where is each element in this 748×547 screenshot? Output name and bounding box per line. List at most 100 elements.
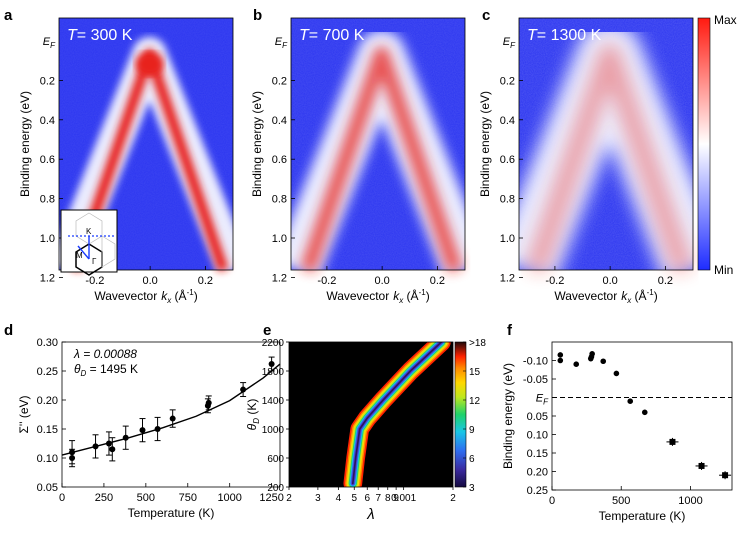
x-tick-label: 0.0: [374, 275, 389, 287]
temperature-value: = 700 K: [309, 27, 365, 44]
x-unit-exponent: -1: [419, 288, 427, 297]
data-point: [627, 398, 634, 405]
data-point: [154, 426, 161, 432]
ef-symbol: E: [503, 36, 511, 48]
data-point: [669, 438, 676, 445]
y-tick-label: 1.2: [500, 272, 515, 284]
x-tick-label: 500: [612, 495, 630, 507]
y-tick-label: 600: [267, 454, 284, 465]
data-point: [268, 361, 275, 368]
colorbar-tick-label: 15: [469, 367, 481, 378]
fermi-level-tick: EF: [536, 393, 549, 407]
y-tick-label: 0.6: [500, 154, 515, 166]
y-tick-label: 0.6: [40, 154, 55, 166]
x-tick-label: 0.0: [142, 275, 157, 287]
temperature-symbol: T: [299, 27, 310, 44]
colorbar-tick-label: >18: [469, 338, 486, 349]
x-tick-label: 7: [375, 493, 381, 504]
x-tick-label: -0.2: [545, 275, 564, 287]
y-axis-label: Σ'' (eV): [17, 395, 31, 433]
y-tick-label: 1400: [262, 396, 285, 407]
x-unit-close: ): [426, 289, 430, 303]
inset-k-label: K: [86, 227, 92, 236]
x-tick-label: 8: [385, 493, 391, 504]
y-tick-label: -0.05: [523, 374, 548, 386]
colorbar-tick-label: 3: [469, 483, 475, 494]
ef-subscript: F: [510, 41, 516, 50]
temperature-label: T= 1300 K: [527, 27, 602, 44]
y-tick-label: 1800: [262, 367, 285, 378]
y-axis-label: Binding energy (eV): [478, 91, 492, 197]
y-tick-label: 0.05: [527, 411, 548, 423]
panel-letter-a: a: [4, 7, 13, 24]
x-tick-label: -0.2: [85, 275, 104, 287]
temperature-label: T= 300 K: [67, 27, 133, 44]
x-tick-label: 9: [393, 493, 399, 504]
colorbar-max-label: Max: [714, 13, 737, 27]
y-tick-label: 0.20: [37, 395, 58, 407]
data-point: [69, 455, 76, 461]
inset-gamma-label: Γ: [92, 257, 97, 266]
map-colorbar: [454, 341, 467, 488]
k-symbol: k: [621, 289, 628, 303]
y-tick-label: 1.0: [272, 233, 287, 245]
y-tick-label: 1.2: [40, 272, 55, 284]
x-axis-label: Wavevector kx (Å-1): [326, 288, 429, 305]
x-tick-label: 0.001: [391, 493, 416, 504]
colorbar-tick-label: 6: [469, 454, 475, 465]
y-tick-label: 0.4: [40, 115, 55, 127]
y-tick-label: 1.0: [40, 233, 55, 245]
y-axis-label: Binding energy (eV): [250, 91, 264, 197]
x-unit-close: ): [654, 289, 658, 303]
y-tick-label: 1.2: [272, 272, 287, 284]
x-tick-label: 0: [59, 492, 65, 504]
y-tick-label: 0.15: [37, 424, 58, 436]
y-tick-label: 0.10: [527, 430, 548, 442]
panel-letter-d: d: [4, 322, 13, 339]
theta-annotation: θD = 1495 K: [74, 362, 138, 378]
y-tick-label: 0.4: [272, 115, 287, 127]
band-apex: [135, 52, 164, 76]
y-axis-label: Binding energy (eV): [501, 363, 515, 469]
brillouin-zone-inset: K M Γ: [60, 209, 118, 276]
data-point: [573, 361, 580, 368]
theta-value: = 1495 K: [86, 362, 138, 376]
k-subscript: x: [626, 296, 632, 305]
y-tick-label: 200: [267, 483, 284, 494]
x-unit: (Å: [631, 288, 646, 303]
x-unit-exponent: -1: [187, 288, 195, 297]
colorbar-min-label: Min: [714, 263, 733, 277]
temperature-symbol: T: [527, 27, 538, 44]
arpes-panel-a: T= 300 K -0.2 0.0 0.2 0.2 0.4 0.6 0.8 1.0 1.2 EF Bi…: [18, 17, 251, 305]
data-point: [722, 472, 729, 479]
x-axis-label: Temperature (K): [599, 509, 686, 523]
ef-symbol: E: [536, 393, 544, 405]
x-unit: (Å: [403, 288, 418, 303]
temperature-value: = 1300 K: [537, 27, 602, 44]
x-tick-label: 6: [364, 493, 370, 504]
panel-letter-c: c: [482, 7, 490, 24]
x-tick-label: 4: [336, 493, 342, 504]
data-point: [698, 462, 705, 469]
y-tick-label: 0.6: [272, 154, 287, 166]
x-axis-word: Wavevector: [326, 289, 389, 303]
x-axis-label: Temperature (K): [128, 506, 215, 520]
arpes-colorbar: Max Min: [697, 13, 737, 277]
data-point: [105, 440, 112, 447]
temperature-symbol: T: [67, 27, 78, 44]
k-subscript: x: [166, 296, 172, 305]
x-tick-label: 0: [549, 495, 555, 507]
x-tick-label: -0.2: [317, 275, 336, 287]
x-tick-label: 0.2: [658, 275, 673, 287]
y-axis-label: θD (K): [245, 399, 261, 431]
x-axis-word: Wavevector: [554, 289, 617, 303]
temperature-value: = 300 K: [77, 27, 133, 44]
y-tick-label: 1000: [262, 425, 285, 436]
k-symbol: k: [161, 289, 168, 303]
fit-curve: [61, 363, 281, 456]
fermi-level-label: EF: [275, 36, 288, 50]
y-tick-label: 0.4: [500, 115, 515, 127]
y-tick-label: 0.05: [37, 482, 58, 494]
x-tick-label: 0.0: [602, 275, 617, 287]
inset-m-label: M: [76, 251, 83, 260]
